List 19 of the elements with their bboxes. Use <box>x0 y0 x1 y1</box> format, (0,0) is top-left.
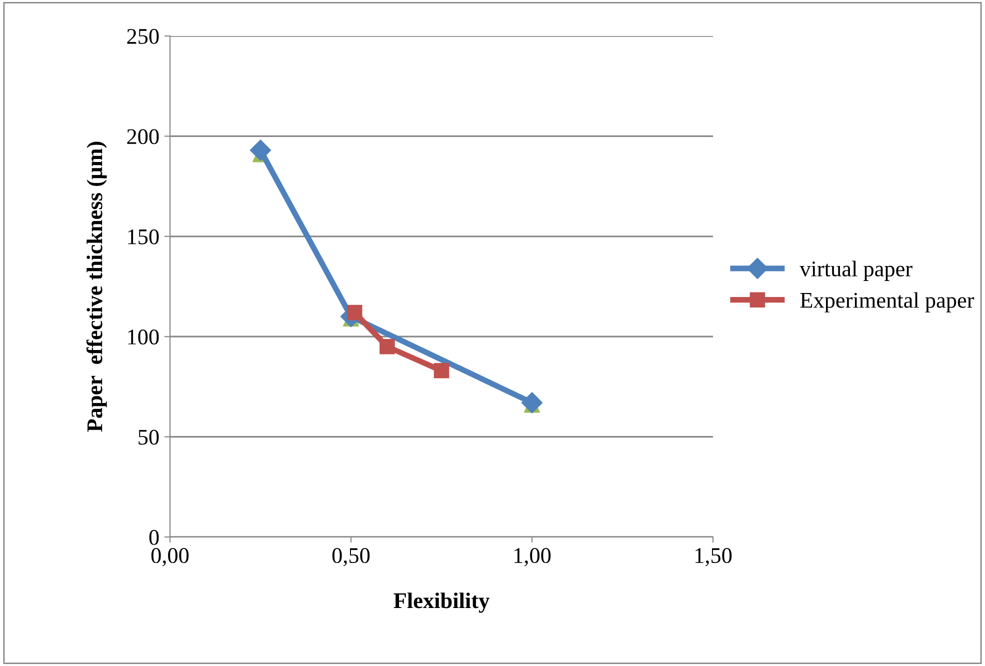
y-tick-label: 250 <box>127 28 159 44</box>
x-tick-label: 0,50 <box>332 548 370 566</box>
y-tick-label: 150 <box>128 229 159 244</box>
legend-label: Experimental paper <box>800 292 974 312</box>
x-tick-label: 0,00 <box>151 548 189 566</box>
y-tick-label: 50 <box>138 430 159 445</box>
point <box>434 363 450 378</box>
y-axis-title: Paper effective thickness (µm) <box>86 142 107 432</box>
x-tick-label: 1,50 <box>696 548 732 566</box>
point <box>380 338 395 354</box>
y-tick-label: 200 <box>127 129 159 144</box>
point <box>250 140 272 161</box>
y-tick-label: 0 <box>149 530 159 545</box>
legend-label: virtual paper <box>800 260 912 281</box>
point <box>346 304 362 320</box>
x-tick-label: 1,00 <box>514 548 551 566</box>
y-tick-label: 100 <box>128 330 159 345</box>
x-axis-title: Flexibility <box>394 592 490 613</box>
point <box>521 392 543 414</box>
